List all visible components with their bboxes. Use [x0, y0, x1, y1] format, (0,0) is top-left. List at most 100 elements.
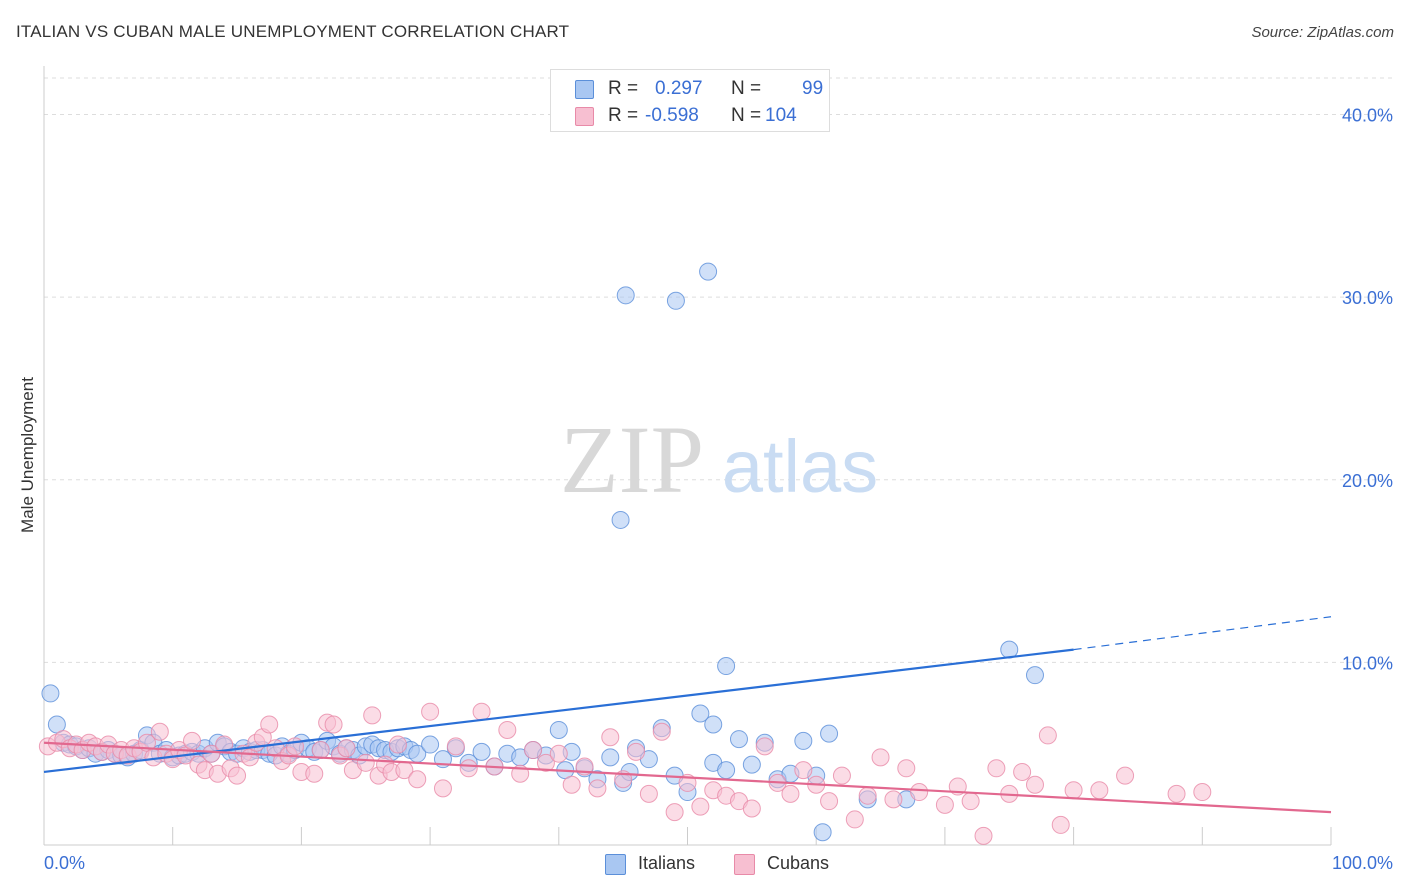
italians-point [666, 291, 685, 310]
cubans-trend-line [43, 741, 1332, 814]
cubans-point [1193, 783, 1212, 802]
cubans-point [897, 759, 916, 778]
cubans-point [356, 753, 375, 772]
watermark-atlas: atlas [722, 425, 878, 508]
italians-swatch [575, 80, 594, 99]
cubans-point [794, 761, 813, 780]
italians-point [742, 755, 761, 774]
cubans-point [311, 741, 330, 760]
cubans-point [498, 720, 517, 739]
cubans-point [562, 775, 581, 794]
axes [43, 66, 1332, 846]
cubans-point [627, 742, 646, 761]
cubans-point [421, 702, 440, 721]
cubans-point [324, 715, 343, 734]
italians-legend-swatch [605, 854, 626, 875]
italians-point [717, 657, 736, 676]
italians-point [704, 715, 723, 734]
cubans-point [588, 779, 607, 798]
cubans-point [935, 795, 954, 814]
cubans-point [472, 702, 491, 721]
cubans-point [388, 735, 407, 754]
cubans-point [433, 779, 452, 798]
cubans-point [781, 784, 800, 803]
cubans-legend-label: Cubans [767, 853, 830, 873]
cubans-point [1167, 784, 1186, 803]
cubans-point [305, 764, 324, 783]
cubans-point [742, 799, 761, 818]
cubans-point [1116, 766, 1135, 785]
italians-point [616, 286, 635, 305]
italians-legend-label: Italians [638, 853, 696, 873]
source-label: Source: ZipAtlas.com [1251, 24, 1394, 41]
watermark: ZIP atlas [560, 406, 878, 513]
cubans-point [871, 748, 890, 767]
n-value: 99 [802, 78, 824, 99]
cubans-point [652, 722, 671, 741]
cubans-point [1064, 781, 1083, 800]
y-tick-label: 10.0% [1342, 653, 1393, 673]
cubans-point [974, 826, 993, 845]
tick-labels: 10.0% 20.0% 30.0% 40.0% 0.0% 100.0% [44, 106, 1393, 873]
italians-point [729, 730, 748, 749]
cubans-point [845, 810, 864, 829]
cubans-point [1090, 781, 1109, 800]
italians-point [699, 262, 718, 281]
cubans-point [228, 766, 247, 785]
trend-lines [43, 616, 1332, 814]
data-points [38, 262, 1212, 845]
italians-point [820, 724, 839, 743]
italians-trend-extension [1073, 616, 1332, 651]
cubans-point [1013, 762, 1032, 781]
cubans-point [524, 741, 543, 760]
cubans-point [884, 790, 903, 809]
italians-point [717, 761, 736, 780]
cubans-swatch [575, 107, 594, 126]
y-tick-label: 40.0% [1342, 106, 1393, 126]
italians-point [472, 742, 491, 761]
cubans-legend-swatch [734, 854, 755, 875]
n-label: N = [731, 78, 762, 99]
cubans-point [601, 728, 620, 747]
cubans-point [446, 737, 465, 756]
r-label: R = [608, 105, 639, 126]
cubans-point [363, 706, 382, 725]
y-tick-label: 20.0% [1342, 471, 1393, 491]
chart-title: ITALIAN VS CUBAN MALE UNEMPLOYMENT CORRE… [16, 22, 570, 41]
n-label: N = [731, 105, 762, 126]
italians-point [813, 823, 832, 842]
italians-point [1025, 666, 1044, 685]
italians-point [421, 735, 440, 754]
cubans-point [1038, 726, 1057, 745]
cubans-point [639, 784, 658, 803]
x-tick-label: 0.0% [44, 853, 85, 873]
correlation-legend: R = 0.297 N = 99 R = -0.598 N = 104 [550, 69, 830, 132]
cubans-point [691, 797, 710, 816]
cubans-point [536, 753, 555, 772]
cubans-point [150, 722, 169, 741]
cubans-point [961, 792, 980, 811]
italians-point [41, 684, 60, 703]
r-value: 0.297 [655, 78, 703, 99]
n-value: 104 [765, 105, 797, 126]
italians-point [691, 704, 710, 723]
cubans-point [337, 739, 356, 758]
r-label: R = [608, 78, 639, 99]
cubans-point [408, 770, 427, 789]
cubans-point [459, 759, 478, 778]
grid [44, 77, 1395, 663]
cubans-point [858, 786, 877, 805]
italians-point [601, 748, 620, 767]
cubans-point [665, 803, 684, 822]
italians-point [549, 720, 568, 739]
cubans-point [1051, 815, 1070, 834]
italians-point [794, 731, 813, 750]
cubans-point [755, 737, 774, 756]
cubans-point [820, 792, 839, 811]
r-value: -0.598 [645, 105, 699, 126]
x-tick-label: 100.0% [1332, 853, 1393, 873]
cubans-point [260, 715, 279, 734]
cubans-point [549, 744, 568, 763]
cubans-point [183, 731, 202, 750]
